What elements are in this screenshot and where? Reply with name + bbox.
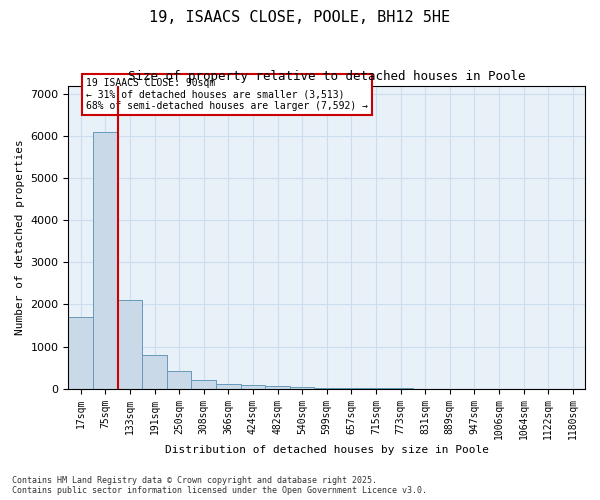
X-axis label: Distribution of detached houses by size in Poole: Distribution of detached houses by size … [165, 445, 489, 455]
Bar [93, 132, 118, 388]
Bar [118, 300, 142, 388]
Bar [142, 355, 167, 388]
Text: Contains HM Land Registry data © Crown copyright and database right 2025.
Contai: Contains HM Land Registry data © Crown c… [12, 476, 427, 495]
Bar [191, 380, 216, 388]
Y-axis label: Number of detached properties: Number of detached properties [15, 139, 25, 335]
Bar [167, 371, 191, 388]
Text: 19, ISAACS CLOSE, POOLE, BH12 5HE: 19, ISAACS CLOSE, POOLE, BH12 5HE [149, 10, 451, 25]
Bar [241, 385, 265, 388]
Bar [216, 384, 241, 388]
Text: 19 ISAACS CLOSE: 90sqm
← 31% of detached houses are smaller (3,513)
68% of semi-: 19 ISAACS CLOSE: 90sqm ← 31% of detached… [86, 78, 368, 110]
Bar [265, 386, 290, 388]
Title: Size of property relative to detached houses in Poole: Size of property relative to detached ho… [128, 70, 526, 83]
Bar [68, 317, 93, 388]
